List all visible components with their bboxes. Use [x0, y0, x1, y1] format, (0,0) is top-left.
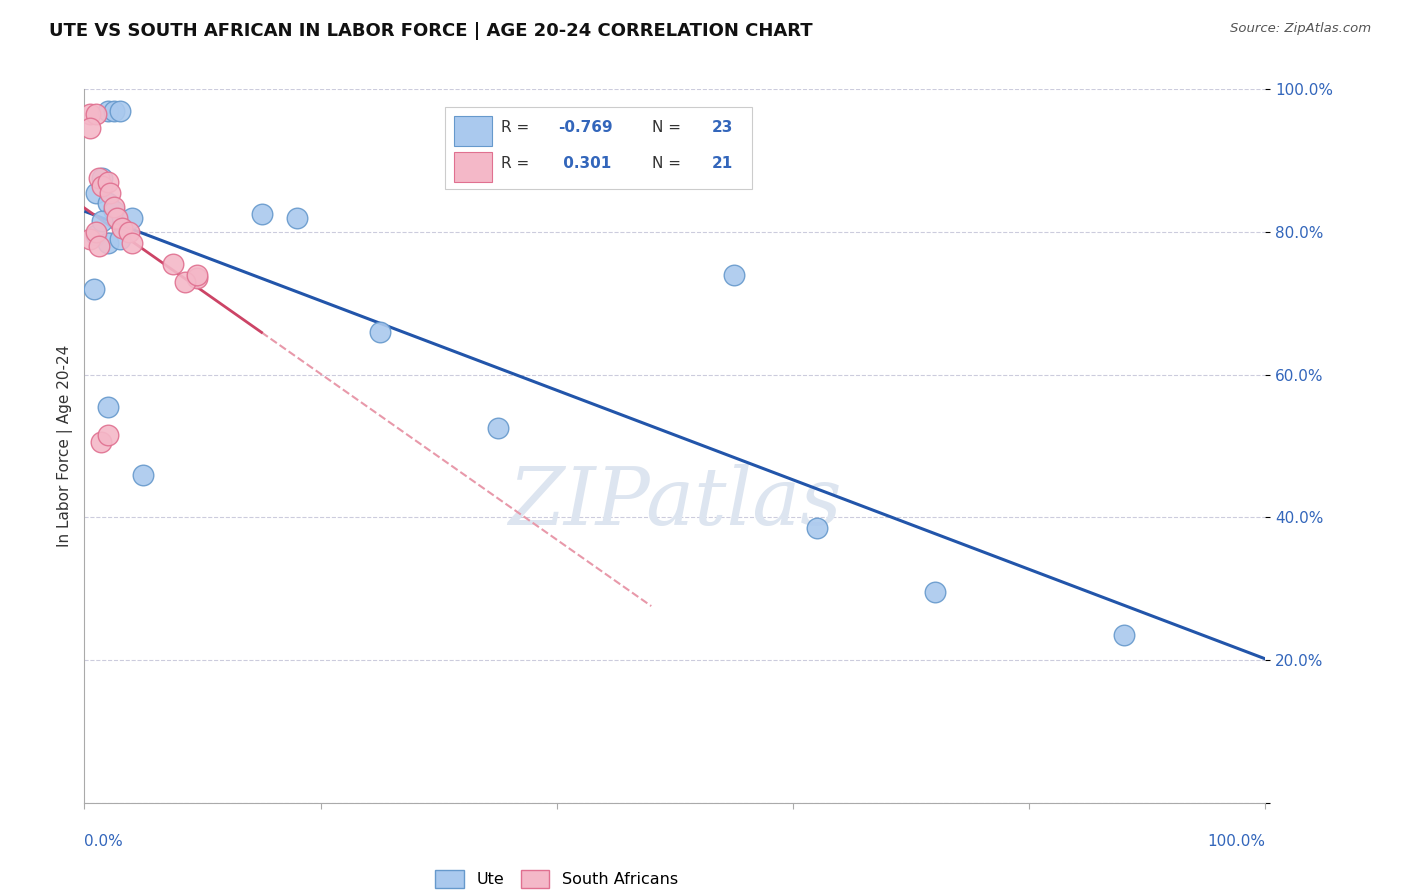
Point: [87, 171, 110, 186]
Point: [107, 211, 129, 225]
Point: [132, 467, 155, 482]
Point: [162, 257, 184, 271]
Point: [91, 214, 114, 228]
Point: [108, 232, 131, 246]
Point: [103, 200, 125, 214]
Point: [97, 428, 120, 442]
Text: -0.769: -0.769: [558, 120, 613, 135]
Point: [91, 171, 114, 186]
Point: [103, 103, 125, 118]
Point: [103, 203, 125, 218]
Text: N =: N =: [652, 120, 686, 135]
Point: [97, 235, 120, 250]
Text: N =: N =: [652, 155, 686, 170]
Point: [84, 186, 107, 200]
Point: [97, 103, 120, 118]
Point: [1112, 628, 1135, 642]
Point: [111, 221, 134, 235]
Point: [87, 239, 110, 253]
Point: [79, 121, 101, 136]
Point: [250, 207, 273, 221]
Point: [486, 421, 509, 435]
Point: [84, 228, 107, 243]
Text: 0.301: 0.301: [558, 155, 612, 170]
Text: R =: R =: [502, 120, 534, 135]
Text: 21: 21: [711, 155, 733, 170]
Point: [368, 325, 391, 339]
Text: Source: ZipAtlas.com: Source: ZipAtlas.com: [1230, 22, 1371, 36]
Text: 23: 23: [711, 120, 733, 135]
Point: [118, 225, 141, 239]
Text: R =: R =: [502, 155, 534, 170]
Text: 100.0%: 100.0%: [1208, 834, 1265, 849]
Text: ZIPatlas: ZIPatlas: [508, 465, 842, 541]
Text: 0.0%: 0.0%: [84, 834, 124, 849]
Point: [98, 186, 121, 200]
Point: [97, 196, 120, 211]
Point: [97, 400, 120, 414]
Point: [83, 282, 105, 296]
Point: [121, 211, 143, 225]
Point: [173, 275, 195, 289]
Point: [79, 107, 101, 121]
Point: [186, 271, 208, 285]
FancyBboxPatch shape: [444, 107, 752, 189]
Point: [806, 521, 828, 535]
Point: [108, 103, 131, 118]
Point: [91, 178, 114, 193]
Point: [285, 211, 308, 225]
FancyBboxPatch shape: [454, 152, 492, 182]
FancyBboxPatch shape: [454, 116, 492, 146]
Legend: Ute, South Africans: Ute, South Africans: [429, 863, 685, 892]
Y-axis label: In Labor Force | Age 20-24: In Labor Force | Age 20-24: [58, 345, 73, 547]
Point: [84, 107, 107, 121]
Point: [90, 435, 112, 450]
Point: [924, 585, 946, 599]
Text: UTE VS SOUTH AFRICAN IN LABOR FORCE | AGE 20-24 CORRELATION CHART: UTE VS SOUTH AFRICAN IN LABOR FORCE | AG…: [49, 22, 813, 40]
Point: [121, 235, 143, 250]
Point: [97, 175, 120, 189]
Point: [186, 268, 208, 282]
Point: [79, 232, 101, 246]
Point: [84, 225, 107, 239]
Point: [723, 268, 745, 282]
